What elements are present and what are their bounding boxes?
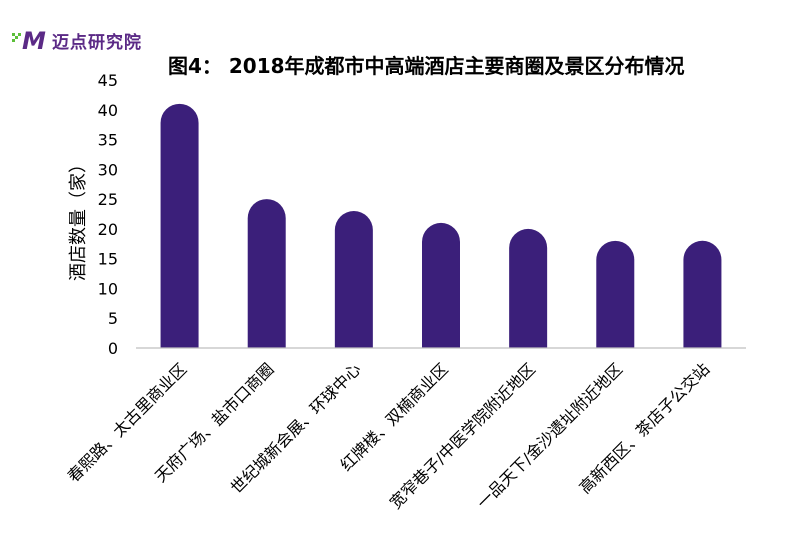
chart-title: 图4： 2018年成都市中高端酒店主要商圈及景区分布情况	[168, 54, 685, 78]
y-tick-label: 10	[98, 279, 118, 298]
brand-name: 迈点研究院	[52, 32, 142, 53]
y-tick-label: 5	[108, 309, 118, 328]
brand-logo-icon: M	[12, 27, 46, 53]
bar	[247, 199, 286, 348]
y-tick-label: 45	[98, 71, 118, 90]
y-tick-label: 40	[98, 101, 118, 120]
category-labels: 春熙路、太古里商业区天府广场、盐市口商圈世纪城新会展、环球中心红牌楼、双楠商业区…	[64, 359, 713, 512]
bar	[334, 211, 373, 348]
brand-logo: M 迈点研究院	[12, 26, 142, 54]
category-label: 宽窄巷子/中医学院附近地区	[386, 359, 539, 512]
y-tick-label: 20	[98, 220, 118, 239]
y-tick-label: 35	[98, 131, 118, 150]
bar	[422, 222, 460, 348]
brand-logo-letter: M	[22, 27, 46, 53]
y-tick-label: 0	[108, 339, 118, 358]
category-label: 一品天下/金沙遗址附近地区	[473, 359, 626, 512]
y-tick-label: 25	[98, 190, 118, 209]
y-tick-label: 15	[98, 250, 118, 269]
bar	[509, 228, 548, 348]
y-axis-label: 酒店数量（家）	[68, 155, 89, 281]
bar	[683, 240, 722, 348]
y-axis-ticks: 0 5 10 15 20 25 30 35 40 45	[98, 71, 118, 358]
bar	[596, 240, 635, 348]
bar	[160, 103, 199, 348]
y-tick-label: 30	[98, 160, 118, 179]
bars	[160, 103, 722, 348]
